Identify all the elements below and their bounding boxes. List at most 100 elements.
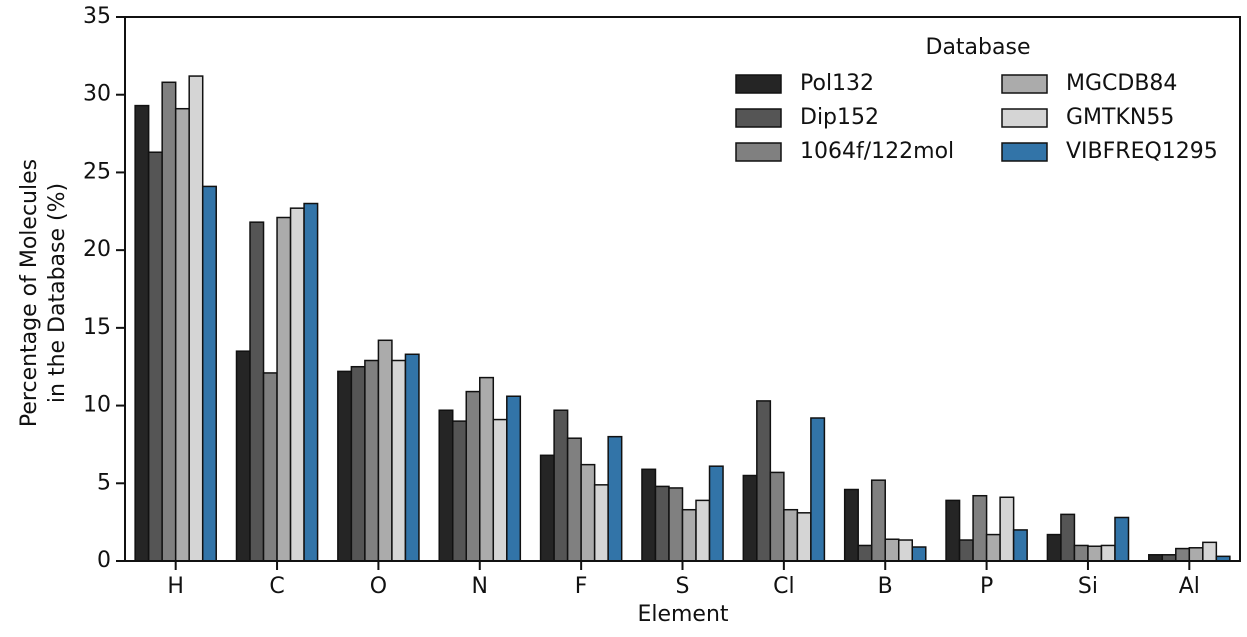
bar [364,359,380,562]
bar [695,499,711,562]
bar [742,474,758,562]
bar [404,353,420,562]
bar [492,418,508,562]
bar [262,372,278,562]
x-tick-label: H [167,574,184,599]
x-tick-label: B [878,574,893,599]
bar [654,485,670,562]
bar [506,395,522,562]
bar [539,454,555,562]
bar [1073,544,1089,562]
bar [249,221,265,562]
plot-frame [124,16,1241,562]
bar [1100,544,1116,562]
bar [235,350,251,562]
y-tick-label: 10 [83,393,111,418]
y-tick-label: 25 [83,159,111,184]
bar [607,435,623,562]
bar [870,479,886,562]
bar [1060,513,1076,562]
bar [303,202,319,562]
bar [391,359,407,562]
legend-label: Pol132 [800,71,874,96]
x-tick-label: N [472,574,488,599]
bar [451,420,468,562]
legend-label: 1064f/122mol [800,139,954,164]
bar [438,409,454,562]
bar [1114,516,1130,562]
bar [201,185,217,562]
bar [276,216,292,562]
bar [681,508,697,562]
bar [553,409,569,562]
y-tick-label: 0 [97,548,111,573]
bar [350,365,366,562]
bar [945,499,961,562]
legend-label: VIBFREQ1295 [1066,139,1218,164]
legend-label: Dip152 [800,105,879,130]
x-tick-label: Si [1078,574,1098,599]
legend-swatch [1001,74,1048,94]
bar [479,376,495,562]
bar [810,417,826,562]
bar [769,471,785,562]
bar [911,546,927,562]
bar [641,468,657,562]
bar [1012,529,1028,562]
bar [884,538,900,562]
bar [161,81,177,562]
bar [783,508,799,562]
x-tick-label: S [676,574,690,599]
bar [708,465,724,562]
legend-label: MGCDB84 [1066,71,1177,96]
bar [958,539,974,562]
legend-label: GMTKN55 [1066,105,1174,130]
bar [377,339,393,562]
bar [985,533,1001,562]
bar [756,400,772,562]
bar [1175,547,1191,562]
bar [843,488,859,562]
y-tick-label: 15 [83,315,111,340]
y-axis-label: Percentage of Molecules [17,159,42,427]
legend-swatch [735,108,782,128]
bar [147,151,163,562]
x-tick-label: Al [1179,574,1200,599]
x-axis-label: Element [637,602,728,627]
bar [796,512,812,562]
x-tick-label: C [269,574,284,599]
y-tick-label: 5 [97,470,111,495]
y-tick-label: 20 [83,237,111,262]
bar [1087,545,1103,562]
legend-swatch [735,142,782,162]
y-tick-label: 30 [83,82,111,107]
bar [897,539,914,562]
x-tick-label: P [980,574,993,599]
bar [593,484,609,562]
bar [465,390,481,562]
bar [289,207,305,562]
x-tick-label: F [575,574,588,599]
bar [972,494,988,562]
bar [134,104,150,562]
bar [857,544,873,562]
bar [1188,547,1204,562]
bar [174,107,190,562]
y-tick-label: 35 [83,4,111,29]
x-tick-label: O [370,574,387,599]
bar [1046,533,1062,562]
bar [1202,541,1218,562]
legend-swatch [1001,108,1048,128]
bar [566,437,582,562]
legend-swatch [1001,142,1048,162]
bar [580,463,596,562]
legend-swatch [735,74,782,94]
bar [188,75,204,562]
bar [337,370,353,562]
bar [999,496,1015,562]
y-axis-label: in the Database (%) [45,183,70,403]
bar [668,487,684,562]
legend-title: Database [926,35,1031,60]
x-tick-label: Cl [773,574,794,599]
